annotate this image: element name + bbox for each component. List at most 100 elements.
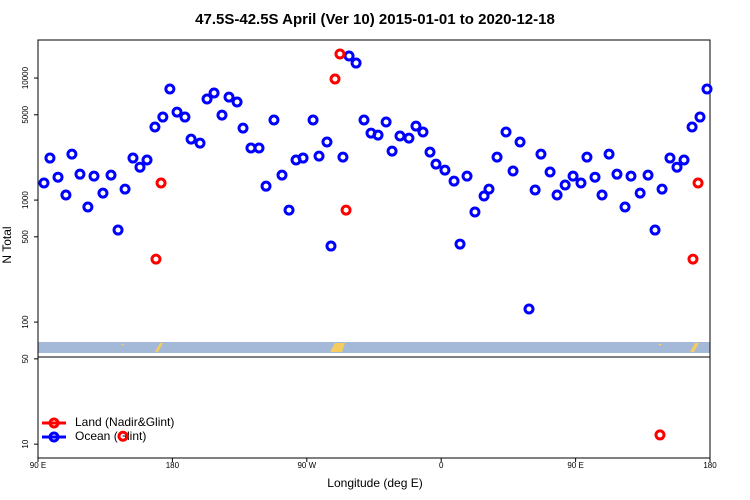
point [664,152,676,164]
point [179,111,191,123]
point [208,87,220,99]
point [88,170,100,182]
point [350,57,362,69]
point [430,158,442,170]
point [551,189,563,201]
point [483,183,495,195]
point [283,204,295,216]
point [559,179,571,191]
x-tick-label: 0 [439,461,444,470]
legend-marker [48,431,60,443]
point [155,177,167,189]
point [625,170,637,182]
point [119,183,131,195]
y-tick-label: 50 [21,354,30,363]
point [313,150,325,162]
point [343,50,355,62]
point [567,170,579,182]
x-axis-label: Longitude (deg E) [327,476,422,490]
point [575,177,587,189]
y-tick-label: 500 [21,230,30,244]
point [66,148,78,160]
point [112,224,124,236]
point [141,154,153,166]
point [150,253,162,265]
point [149,121,161,133]
point [268,114,280,126]
point [589,171,601,183]
legend-marker [48,417,60,429]
point [507,165,519,177]
point [692,177,704,189]
point [491,151,503,163]
point [671,161,683,173]
x-tick-label: 180 [166,461,180,470]
legend: Land (Nadir&Glint)Ocean (Glint) [42,415,174,443]
point [334,48,346,60]
legend-label: Land (Nadir&Glint) [75,415,174,429]
point [478,190,490,202]
point [337,151,349,163]
point [687,253,699,265]
chart-title: 47.5S-42.5S April (Ver 10) 2015-01-01 to… [195,11,555,28]
point [52,171,64,183]
point [634,187,646,199]
point [127,152,139,164]
point [157,111,169,123]
point [386,145,398,157]
point [231,96,243,108]
point [403,132,415,144]
point [253,142,265,154]
point [596,189,608,201]
legend-label: Ocean (Glint) [75,429,146,443]
point [44,152,56,164]
point [461,170,473,182]
point [237,122,249,134]
point [372,129,384,141]
y-tick-label: 100 [21,315,30,329]
point [581,151,593,163]
point [117,430,129,442]
point [321,136,333,148]
point [307,114,319,126]
point [380,116,392,128]
point [223,91,235,103]
point [276,169,288,181]
point [134,161,146,173]
point [201,93,213,105]
point [417,126,429,138]
point [216,109,228,121]
map-strip [38,342,710,353]
point [544,166,556,178]
point [642,169,654,181]
point [424,146,436,158]
y-tick-label: 10 [21,439,30,448]
point [701,83,713,95]
point [297,152,309,164]
x-tick-label: 180 [703,461,717,470]
point [105,169,117,181]
point [358,114,370,126]
point [329,73,341,85]
point [694,111,706,123]
point [603,148,615,160]
point [649,224,661,236]
point [656,183,668,195]
x-tick-label: 90 E [30,461,46,470]
point [410,120,422,132]
point [74,168,86,180]
point [38,177,50,189]
point [171,106,183,118]
y-tick-label: 1000 [21,191,30,209]
point [469,206,481,218]
point [678,154,690,166]
point [164,83,176,95]
point [535,148,547,160]
point [260,180,272,192]
point [454,238,466,250]
point [611,168,623,180]
x-tick-label: 90 E [567,461,583,470]
point [439,164,451,176]
point [619,201,631,213]
